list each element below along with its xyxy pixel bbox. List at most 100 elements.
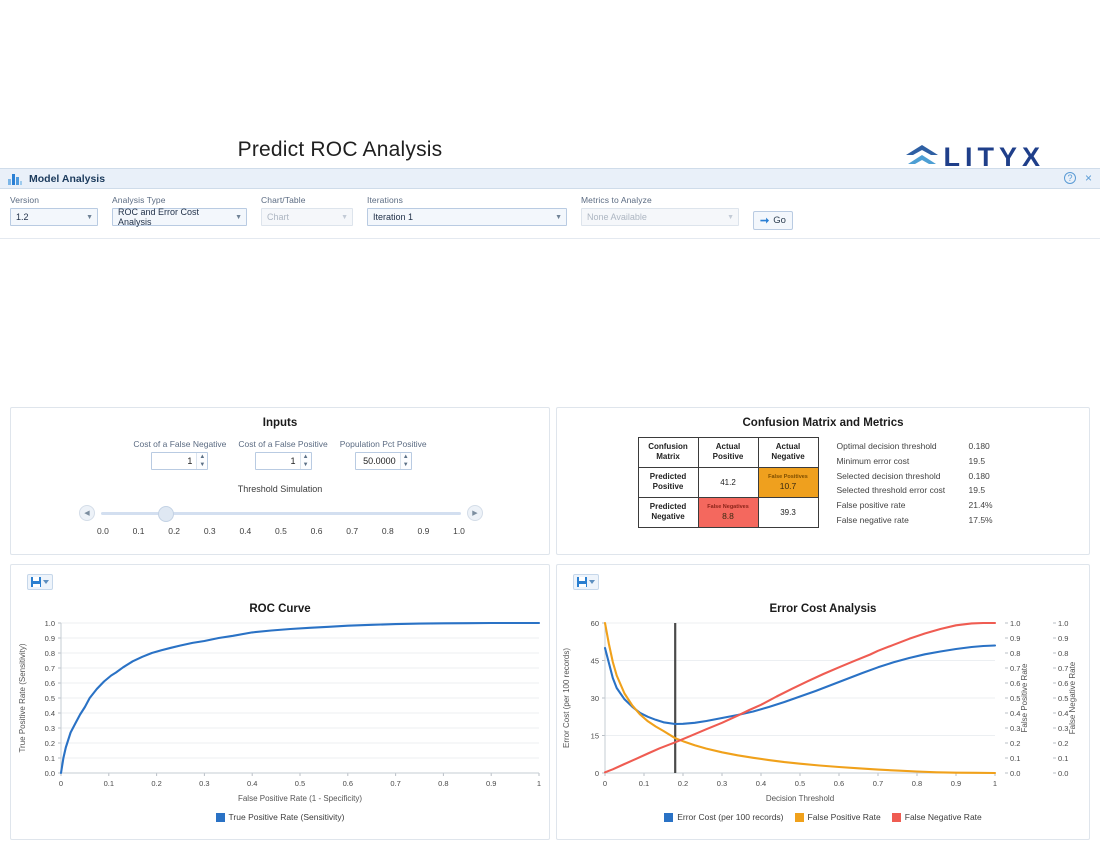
iterations-value: Iteration 1 [373, 212, 414, 222]
iterations-select[interactable]: Iteration 1 ▼ [367, 208, 567, 226]
metric-label: False positive rate [836, 500, 906, 511]
y-tick-label: 1.0 [45, 619, 55, 628]
roc-chart-export-toolbar[interactable] [27, 574, 53, 590]
chevron-down-icon[interactable] [589, 580, 595, 584]
error-cost-chart-panel: Error Cost Analysis 0 15 30 45 60 0 0.1 0.2 0.3 0… [556, 564, 1090, 840]
legend-item[interactable]: True Positive Rate (Sensitivity) [215, 812, 344, 822]
confusion-matrix-corner: Confusion Matrix [637, 437, 699, 468]
y-axis-title: True Positive Rate (Sensitivity) [18, 643, 27, 752]
field-version: Version 1.2 ▼ [10, 195, 98, 226]
legend-swatch [794, 812, 804, 822]
y2-tick-label: 0.2 [1010, 739, 1020, 748]
slider-tick: 0.1 [132, 526, 145, 536]
save-icon[interactable] [31, 577, 41, 587]
y-tick-label: 15 [591, 731, 599, 740]
error-cost-legend: Error Cost (per 100 records) False Positi… [557, 812, 1089, 822]
chevron-down-icon: ▼ [555, 213, 562, 221]
table-row: Predicted Positive 41.2 False Positives … [637, 466, 819, 498]
legend-item[interactable]: False Positive Rate [794, 812, 881, 822]
population-pct-positive-stepper[interactable]: 50.0000 ▲ ▼ [354, 452, 412, 470]
roc-legend: True Positive Rate (Sensitivity) [11, 812, 549, 822]
slider-tick: 1.0 [453, 526, 465, 536]
column-header-actual-negative: Actual Negative [757, 437, 819, 468]
metric-row: Minimum error cost 19.5 [837, 454, 1009, 469]
analysis-type-label: Analysis Type [112, 195, 166, 205]
spinner-population-pct-positive: Population Pct Positive 50.0000 ▲ ▼ [340, 439, 427, 470]
threshold-simulation-label: Threshold Simulation [237, 484, 323, 494]
stepper-arrows[interactable]: ▲ ▼ [399, 453, 411, 469]
inputs-panel: Inputs Cost of a False Negative 1 ▲ ▼ Cos… [10, 407, 550, 555]
row-header-predicted-positive: Predicted Positive [637, 466, 699, 498]
y2-tick-label: 0.4 [1010, 709, 1020, 718]
x-tick-label: 0.2 [678, 779, 688, 788]
metrics-to-analyze-select[interactable]: None Available ▼ [581, 208, 739, 226]
y2-tick-label: 0.1 [1010, 754, 1020, 763]
table-header-row: Confusion Matrix Actual Positive Actual … [637, 437, 819, 468]
bar-chart-icon [8, 173, 22, 185]
cell-false-negative-value: 8.8 [722, 510, 734, 521]
cell-false-negative: False Negatives 8.8 [697, 496, 759, 528]
error-cost-chart-export-toolbar[interactable] [573, 574, 599, 590]
x-tick-label: 0.9 [486, 779, 496, 788]
y2-tick-label: 0.7 [1058, 664, 1068, 673]
field-analysis-type: Analysis Type ROC and Error Cost Analysi… [112, 195, 247, 227]
slider-track[interactable] [101, 512, 461, 515]
legend-item[interactable]: Error Cost (per 100 records) [664, 812, 784, 822]
version-select[interactable]: 1.2 ▼ [10, 208, 98, 226]
y2-tick-label: 0.0 [1010, 769, 1020, 778]
y-tick-label: 0.7 [45, 664, 55, 673]
stepper-arrows[interactable]: ▲ ▼ [299, 453, 311, 469]
save-icon[interactable] [577, 577, 587, 587]
roc-plot: 0.0 0.1 0.2 0.3 0.4 0.5 0.6 0.7 0.8 0.9 1.0 0 0.1 0.2… [11, 615, 549, 810]
y2-tick-label: 0.9 [1010, 634, 1020, 643]
y-tick-label: 0.5 [45, 694, 55, 703]
chart-table-value: Chart [267, 212, 290, 222]
go-button[interactable]: ➞ Go [753, 211, 793, 230]
threshold-slider[interactable]: ◀ ▶ 0.0 0.1 0.2 0.3 0.4 0.5 0.6 0.7 0.8 0.9 1.0 [11, 505, 549, 539]
y-tick-label: 0.1 [45, 754, 55, 763]
false-negative-cost-stepper[interactable]: 1 ▲ ▼ [151, 452, 209, 470]
y-tick-label: 0.4 [45, 709, 55, 718]
slider-tick: 0.2 [168, 526, 181, 536]
y-tick-label: 0.2 [45, 739, 55, 748]
legend-label: False Negative Rate [904, 812, 982, 822]
stepper-arrows[interactable]: ▲ ▼ [196, 453, 208, 469]
cell-false-negative-label: False Negatives [707, 503, 749, 510]
chart-table-select[interactable]: Chart ▼ [261, 208, 353, 226]
confusion-matrix-panel-title: Confusion Matrix and Metrics [742, 417, 904, 429]
chevron-down-icon: ▼ [86, 213, 93, 221]
slider-decrement-button[interactable]: ◀ [79, 505, 95, 521]
metric-value: 19.5 [968, 455, 986, 466]
slider-increment-button[interactable]: ▶ [467, 505, 483, 521]
error-cost-plot-svg: 0 15 30 45 60 0 0.1 0.2 0.3 0.4 0.5 0.6 0.7 0.8 0.9 1 0.… [562, 619, 1077, 803]
y2-tick-label: 0.8 [1058, 649, 1068, 658]
roc-plot-svg: 0.0 0.1 0.2 0.3 0.4 0.5 0.6 0.7 0.8 0.9 1.0 0 0.1 0.2… [18, 619, 541, 803]
model-analysis-window: Model Analysis ? × Version 1.2 ▼ Analysi… [0, 168, 1100, 840]
x-tick-label: 0.5 [795, 779, 805, 788]
spinner-label: Cost of a False Positive [238, 439, 328, 449]
x-tick-label: 0.7 [390, 779, 400, 788]
slider-tick: 0.3 [203, 526, 216, 536]
analysis-type-value: ROC and Error Cost Analysis [118, 207, 200, 227]
chevron-down-icon[interactable] [43, 580, 49, 584]
y-tick-label: 0.3 [45, 724, 55, 733]
help-icon[interactable]: ? [1063, 172, 1076, 184]
legend-item[interactable]: False Negative Rate [891, 812, 982, 822]
slider-tick: 0.0 [97, 526, 109, 536]
slider-thumb[interactable] [158, 506, 175, 522]
roc-chart-title: ROC Curve [249, 603, 311, 615]
chart-table-label: Chart/Table [261, 195, 306, 205]
false-positive-cost-stepper[interactable]: 1 ▲ ▼ [254, 452, 312, 470]
y2-tick-label: 0.3 [1010, 724, 1020, 733]
page-title: Predict ROC Analysis [237, 138, 443, 161]
close-icon[interactable]: × [1084, 171, 1092, 185]
series-line [603, 621, 997, 774]
analysis-type-select[interactable]: ROC and Error Cost Analysis ▼ [112, 207, 247, 227]
confusion-matrix-table: Confusion Matrix Actual Positive Actual … [637, 437, 819, 528]
y2-tick-label: 1.0 [1058, 619, 1068, 628]
roc-chart-panel: ROC Curve 0.0 0.1 0.2 0.3 0.4 0.5 0.6 0.7 0.8 0.9… [10, 564, 550, 840]
x-tick-label: 0.2 [151, 779, 161, 788]
metric-row: False negative rate 17.5% [837, 513, 1009, 528]
slider-tick: 0.5 [275, 526, 287, 536]
x-tick-label: 1 [993, 779, 997, 788]
